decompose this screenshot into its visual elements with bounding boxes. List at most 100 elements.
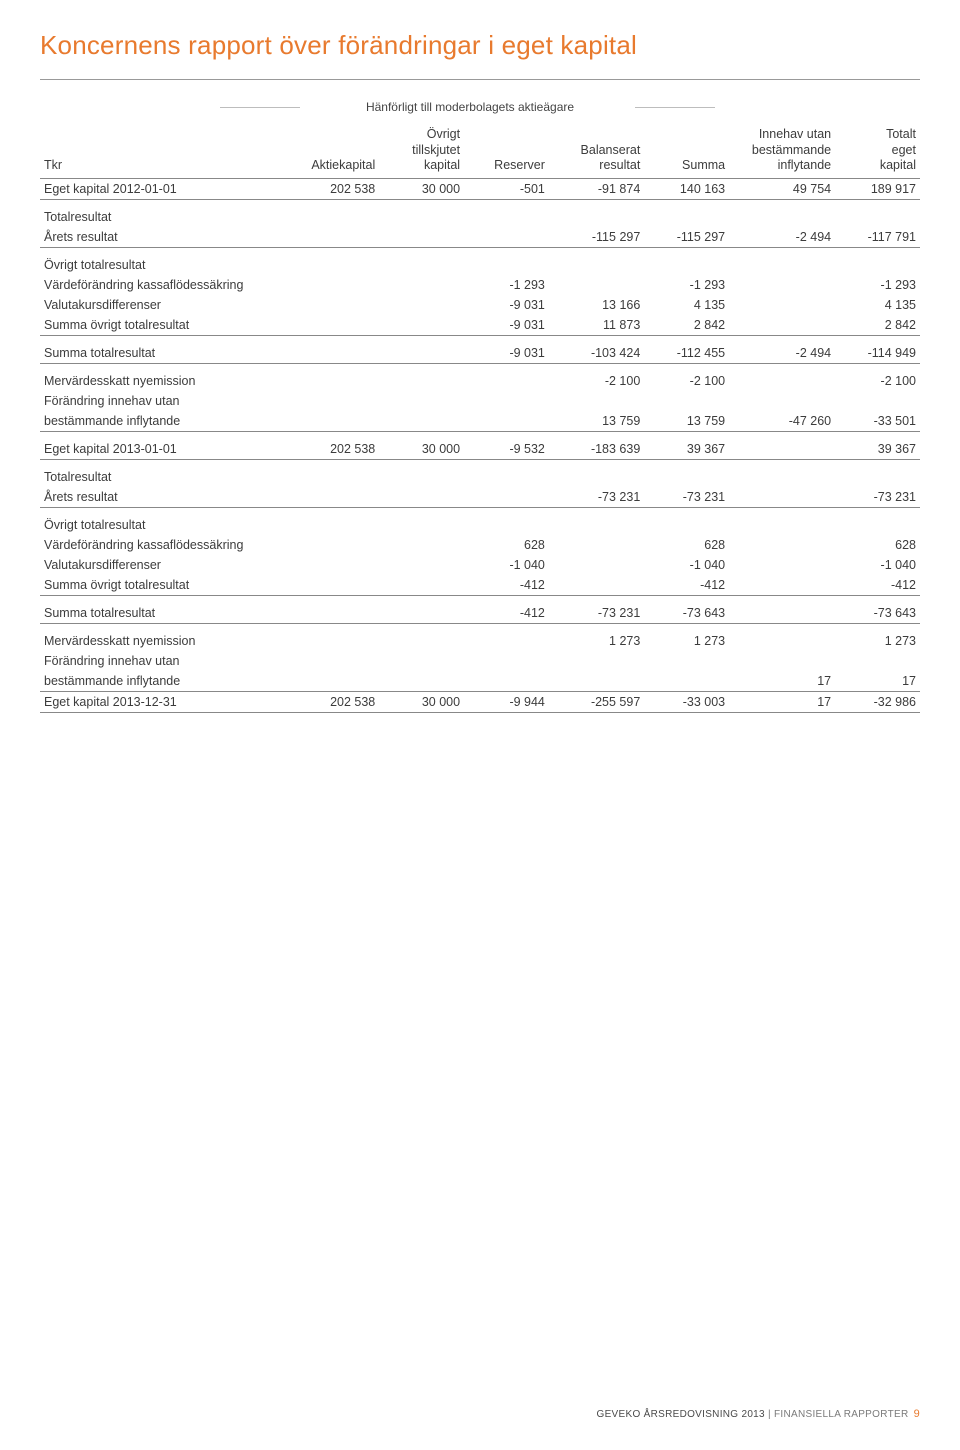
cell: 1 273: [644, 623, 729, 651]
cell: -103 424: [549, 335, 644, 363]
cell: -1 293: [644, 275, 729, 295]
table-row: Valutakursdifferenser -9 031 13 166 4 13…: [40, 295, 920, 315]
cell: -183 639: [549, 431, 644, 459]
row-label: Eget kapital 2012-01-01: [40, 178, 294, 199]
col-innehav: Innehav utanbestämmandeinflytande: [729, 124, 835, 178]
cell: -115 297: [549, 227, 644, 248]
cell: -9 031: [464, 315, 549, 336]
cell: -112 455: [644, 335, 729, 363]
row-label: Mervärdesskatt nyemission: [40, 363, 294, 391]
cell: -47 260: [729, 411, 835, 432]
table-row: Förändring innehav utan: [40, 391, 920, 411]
cell: 628: [835, 535, 920, 555]
cell: -255 597: [549, 691, 644, 712]
section-label: Övrigt totalresultat: [40, 247, 920, 275]
cell: 4 135: [835, 295, 920, 315]
cell: -2 494: [729, 227, 835, 248]
cell: -73 231: [644, 487, 729, 508]
row-label: Värdeförändring kassaflödessäkring: [40, 535, 294, 555]
section-label: Totalresultat: [40, 459, 920, 487]
section-heading: Övrigt totalresultat: [40, 247, 920, 275]
row-label: Mervärdesskatt nyemission: [40, 623, 294, 651]
footer-section: FINANSIELLA RAPPORTER: [774, 1409, 909, 1420]
section-heading: Totalresultat: [40, 459, 920, 487]
cell: 1 273: [549, 623, 644, 651]
subhead-text: Hänförligt till moderbolagets aktieägare: [310, 100, 630, 114]
cell: -1 293: [464, 275, 549, 295]
row-label: Värdeförändring kassaflödessäkring: [40, 275, 294, 295]
table-row: Förändring innehav utan: [40, 651, 920, 671]
cell: 189 917: [835, 178, 920, 199]
cell: -73 643: [644, 595, 729, 623]
cell: -1 040: [835, 555, 920, 575]
cell: 13 166: [549, 295, 644, 315]
cell: -33 003: [644, 691, 729, 712]
table-row: Summa övrigt totalresultat -9 031 11 873…: [40, 315, 920, 336]
col-aktiekapital: Aktiekapital: [294, 124, 379, 178]
row-label: Årets resultat: [40, 487, 294, 508]
col-balanserat: Balanseratresultat: [549, 124, 644, 178]
table-row: bestämmande inflytande 13 759 13 759 -47…: [40, 411, 920, 432]
cell: 13 759: [644, 411, 729, 432]
cell: 30 000: [379, 178, 464, 199]
cell: 2 842: [835, 315, 920, 336]
row-label: bestämmande inflytande: [40, 411, 294, 432]
row-label: Förändring innehav utan: [40, 391, 294, 411]
col-reserver: Reserver: [464, 124, 549, 178]
cell: -2 100: [549, 363, 644, 391]
cell: 30 000: [379, 691, 464, 712]
col-totalt: Totaltegetkapital: [835, 124, 920, 178]
cell: -412: [464, 595, 549, 623]
cell: -117 791: [835, 227, 920, 248]
cell: -2 494: [729, 335, 835, 363]
cell: 1 273: [835, 623, 920, 651]
cell: -412: [644, 575, 729, 596]
row-label: bestämmande inflytande: [40, 671, 294, 692]
cell: 202 538: [294, 431, 379, 459]
equity-table: Tkr Aktiekapital Övrigttillskjutetkapita…: [40, 124, 920, 713]
cell: -501: [464, 178, 549, 199]
subhead: Hänförligt till moderbolagets aktieägare: [40, 98, 920, 118]
row-label: Summa övrigt totalresultat: [40, 315, 294, 336]
footer-brand: GEVEKO ÅRSREDOVISNING 2013: [597, 1409, 765, 1420]
table-row: Eget kapital 2012-01-01 202 538 30 000 -…: [40, 178, 920, 199]
row-label: Förändring innehav utan: [40, 651, 294, 671]
section-heading: Totalresultat: [40, 199, 920, 227]
col-label: Tkr: [40, 124, 294, 178]
row-label: Eget kapital 2013-12-31: [40, 691, 294, 712]
cell: -1 040: [644, 555, 729, 575]
cell: -73 231: [549, 595, 644, 623]
cell: -412: [464, 575, 549, 596]
cell: 17: [729, 671, 835, 692]
row-label: Årets resultat: [40, 227, 294, 248]
cell: -9 031: [464, 295, 549, 315]
row-label: Eget kapital 2013-01-01: [40, 431, 294, 459]
table-row: Värdeförändring kassaflödessäkring 628 6…: [40, 535, 920, 555]
title-rule: [40, 79, 920, 80]
table-row: Summa totalresultat -9 031 -103 424 -112…: [40, 335, 920, 363]
cell: -412: [835, 575, 920, 596]
table-row: Mervärdesskatt nyemission -2 100 -2 100 …: [40, 363, 920, 391]
table-row: Summa totalresultat -412 -73 231 -73 643…: [40, 595, 920, 623]
table-row: Eget kapital 2013-12-31 202 538 30 000 -…: [40, 691, 920, 712]
cell: 4 135: [644, 295, 729, 315]
col-ovrigt-tillskjutet: Övrigttillskjutetkapital: [379, 124, 464, 178]
table-row: Mervärdesskatt nyemission 1 273 1 273 1 …: [40, 623, 920, 651]
col-summa: Summa: [644, 124, 729, 178]
row-label: Summa övrigt totalresultat: [40, 575, 294, 596]
cell: 628: [644, 535, 729, 555]
table-row: Eget kapital 2013-01-01 202 538 30 000 -…: [40, 431, 920, 459]
cell: -1 293: [835, 275, 920, 295]
cell: 17: [835, 671, 920, 692]
cell: 628: [464, 535, 549, 555]
row-label: Summa totalresultat: [40, 595, 294, 623]
cell: -9 944: [464, 691, 549, 712]
cell: -115 297: [644, 227, 729, 248]
cell: 17: [729, 691, 835, 712]
row-label: Valutakursdifferenser: [40, 555, 294, 575]
table-row: bestämmande inflytande 17 17: [40, 671, 920, 692]
page-footer: GEVEKO ÅRSREDOVISNING 2013 | FINANSIELLA…: [597, 1408, 921, 1420]
section-label: Totalresultat: [40, 199, 920, 227]
cell: 49 754: [729, 178, 835, 199]
subhead-rule-right: [635, 107, 715, 108]
